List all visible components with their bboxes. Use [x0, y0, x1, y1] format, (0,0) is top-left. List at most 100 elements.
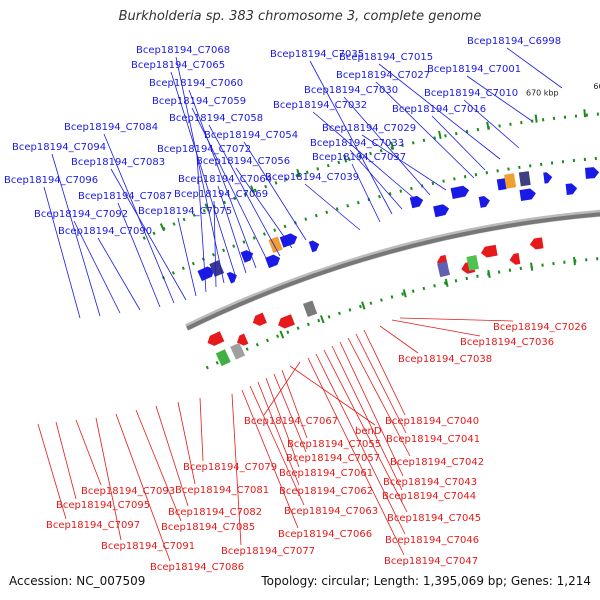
top-gene-label: Bcep18194_C7096: [4, 175, 98, 186]
ruler-tick: [573, 256, 576, 266]
bottom-gene-label: Bcep18194_C7067: [244, 416, 338, 427]
top-label-leader: [213, 200, 217, 288]
bottom-gene-label: Bcep18194_C7047: [384, 556, 478, 567]
bottom-gene-label: Bcep18194_C7042: [390, 457, 484, 468]
accession-text: Accession: NC_007509: [9, 574, 146, 588]
feature-block: [504, 173, 517, 189]
top-gene-label: Bcep18194_C7030: [304, 85, 398, 96]
top-gene-label: Bcep18194_C7090: [58, 226, 152, 237]
map-title: Burkholderia sp. 383 chromosome 3, compl…: [118, 9, 482, 24]
bottom-label-leader: [355, 333, 407, 434]
gene-plus-arrow-shape: [478, 196, 490, 208]
gene-plus-arrow: [197, 266, 215, 282]
top-gene-label: Bcep18194_C7015: [339, 52, 433, 63]
top-gene-label: Bcep18194_C7068: [136, 45, 230, 56]
top-label-leader: [188, 89, 257, 269]
bottom-label-leader: [37, 423, 67, 520]
top-label-leader: [466, 75, 533, 122]
feature-block: [303, 300, 318, 318]
gene-minus-arrow: [509, 253, 521, 265]
kbp-tick-label: 670 kbp: [526, 89, 559, 98]
bottom-label-leader: [55, 421, 77, 500]
bottom-label-leader: [115, 413, 171, 562]
bottom-gene-label: Bcep18194_C7045: [387, 513, 481, 524]
top-label-leader: [378, 63, 501, 160]
top-label-leader: [117, 202, 161, 308]
top-label-leader: [110, 168, 187, 301]
ruler-tick: [487, 269, 491, 279]
gene-plus-arrow-shape: [197, 266, 215, 282]
top-gene-label: Bcep18194_C7092: [34, 209, 128, 220]
top-label-leader: [43, 186, 81, 319]
top-label-leader: [175, 56, 225, 284]
bottom-gene-label: Bcep18194_C7063: [284, 506, 378, 517]
gene-plus-arrow-shape: [543, 172, 553, 184]
ruler-tick: [530, 262, 534, 271]
gene-minus-arrow: [278, 314, 295, 329]
bottom-label-leader: [263, 361, 301, 416]
gene-minus-arrow: [252, 312, 267, 326]
ruler-tick: [583, 109, 587, 118]
bottom-label-leader: [379, 325, 419, 354]
ruler-tick: [438, 130, 442, 140]
top-label-leader: [463, 99, 520, 149]
top-label-leader: [309, 60, 393, 215]
ruler-tick: [279, 330, 285, 339]
ruler-tick: [250, 185, 255, 194]
bottom-gene-label: Bcep18194_C7095: [56, 500, 150, 511]
gene-plus-arrow: [543, 172, 553, 184]
ruler-tick: [296, 168, 301, 178]
ruler-tick: [159, 223, 166, 232]
bottom-label-leader: [347, 337, 411, 457]
bottom-label-leader: [135, 409, 182, 522]
bottom-gene-label: Bcep18194_C7086: [150, 562, 244, 573]
gene-minus-arrow: [207, 331, 225, 346]
top-label-leader: [217, 185, 247, 274]
top-label-leader: [343, 96, 431, 196]
top-label-leader: [349, 149, 403, 210]
top-label-leader: [196, 155, 207, 293]
bottom-gene-label: Bcep18194_C7061: [279, 468, 373, 479]
gene-minus-arrow: [480, 244, 498, 258]
bottom-gene-label: Bcep18194_C7066: [278, 529, 372, 540]
gene-plus-arrow: [308, 240, 320, 253]
bottom-label-leader: [199, 397, 204, 462]
bottom-gene-label: Bcep18194_C7085: [161, 522, 255, 533]
bottom-gene-label: Bcep18194_C7044: [382, 491, 476, 502]
gene-minus-arrow-shape: [207, 331, 225, 346]
ruler-tick: [534, 114, 538, 123]
bottom-label-leader: [241, 389, 299, 529]
bottom-gene-label: Bcep18194_C7046: [385, 535, 479, 546]
gene-plus-arrow-shape: [226, 272, 237, 284]
bottom-label-leader: [75, 419, 102, 486]
gene-minus-arrow-shape: [529, 237, 544, 250]
gene-minus-arrow: [529, 237, 544, 250]
bottom-gene-label: Bcep18194_C7036: [460, 337, 554, 348]
bottom-label-leader: [257, 381, 300, 486]
top-gene-label: Bcep18194_C7010: [424, 88, 518, 99]
top-gene-label: Bcep18194_C7059: [152, 96, 246, 107]
top-gene-label: Bcep18194_C6998: [467, 36, 561, 47]
bottom-gene-label: Bcep18194_C7040: [385, 416, 479, 427]
top-gene-label: Bcep18194_C7027: [336, 70, 430, 81]
top-gene-label: Bcep18194_C7064: [178, 174, 272, 185]
bottom-gene-label: Bcep18194_C7038: [398, 354, 492, 365]
top-label-leader: [235, 167, 293, 249]
backbone-circle: [186, 212, 600, 331]
bottom-gene-label: Bcep18194_C7091: [101, 541, 195, 552]
gene-minus-arrow-shape: [278, 314, 295, 329]
ruler-tick: [361, 301, 366, 310]
top-gene-label: Bcep18194_C7035: [270, 49, 364, 60]
gene-plus-arrow-shape: [450, 185, 470, 200]
bottom-label-leader: [265, 377, 300, 468]
bottom-gene-label: Bcep18194_C7097: [46, 520, 140, 531]
bottom-label-leader: [339, 341, 404, 477]
feature-block: [518, 171, 531, 187]
feature-block: [230, 342, 246, 360]
gene-minus-arrow: [237, 333, 249, 346]
bottom-gene-label: benD: [355, 426, 382, 437]
bottom-gene-label: Bcep18194_C7081: [175, 485, 269, 496]
bottom-gene-label: Bcep18194_C7082: [168, 507, 262, 518]
